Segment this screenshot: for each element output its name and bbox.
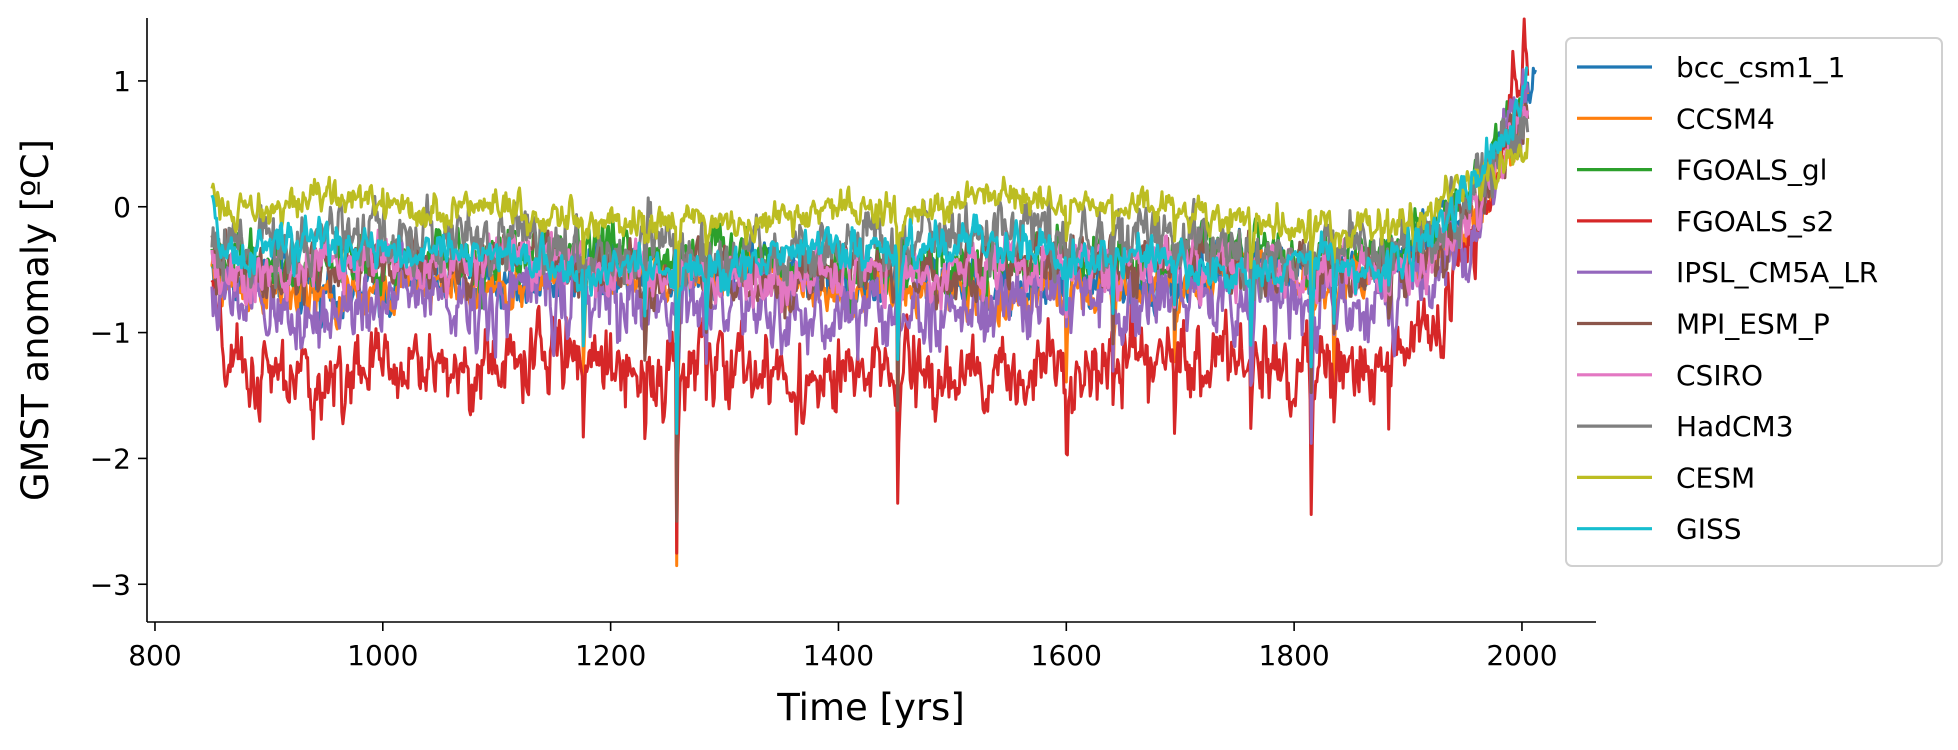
series-line-cesm [210,137,1530,335]
x-tick-label: 1400 [803,639,874,672]
legend-label: MPI_ESM_P [1676,308,1830,341]
series-lines [210,17,1538,568]
y-ticks: 1 0 −1 −2 −3 [90,65,147,601]
y-axis-label: GMST anomaly [ºC] [14,139,57,501]
series-line-ccsm4 [210,84,1530,568]
y-tick-label: 0 [113,191,131,224]
x-tick-label: 2000 [1486,639,1557,672]
y-tick-label: 1 [113,65,131,98]
legend-label: CSIRO [1676,359,1763,392]
legend-frame [1565,37,1943,567]
legend-label: bcc_csm1_1 [1676,51,1845,84]
plot-area: 800 1000 1200 1400 1600 1800 2000 1 0 −1 −2 −3 [90,17,1596,672]
x-tick-label: 800 [128,639,181,672]
x-tick-label: 1200 [575,639,646,672]
series-line-ipsl-cm5a-lr [210,68,1530,445]
legend-label: CESM [1676,461,1755,494]
y-tick-label: −1 [90,317,131,350]
series-line-giss [210,65,1529,435]
series-line-fgoals-s2 [210,17,1530,555]
series-line-mpi-esm-p [210,102,1530,523]
x-tick-label: 1000 [347,639,418,672]
y-tick-label: −2 [90,442,131,475]
legend-label: GISS [1676,513,1742,546]
legend-label: CCSM4 [1676,102,1775,135]
x-tick-label: 1800 [1258,639,1329,672]
series-line-csiro [210,105,1530,401]
legend-label: FGOALS_s2 [1676,205,1834,238]
y-tick-label: −3 [90,568,131,601]
legend-label: IPSL_CM5A_LR [1676,256,1878,289]
x-tick-label: 1600 [1031,639,1102,672]
x-axis-label: Time [yrs] [776,686,965,729]
legend-label: FGOALS_gl [1676,154,1827,187]
legend-label: HadCM3 [1676,410,1794,443]
legend: bcc_csm1_1 CCSM4 FGOALS_gl FGOALS_s2 IPSL_CM… [1565,37,1943,567]
x-ticks: 800 1000 1200 1400 1600 1800 2000 [128,622,1558,672]
